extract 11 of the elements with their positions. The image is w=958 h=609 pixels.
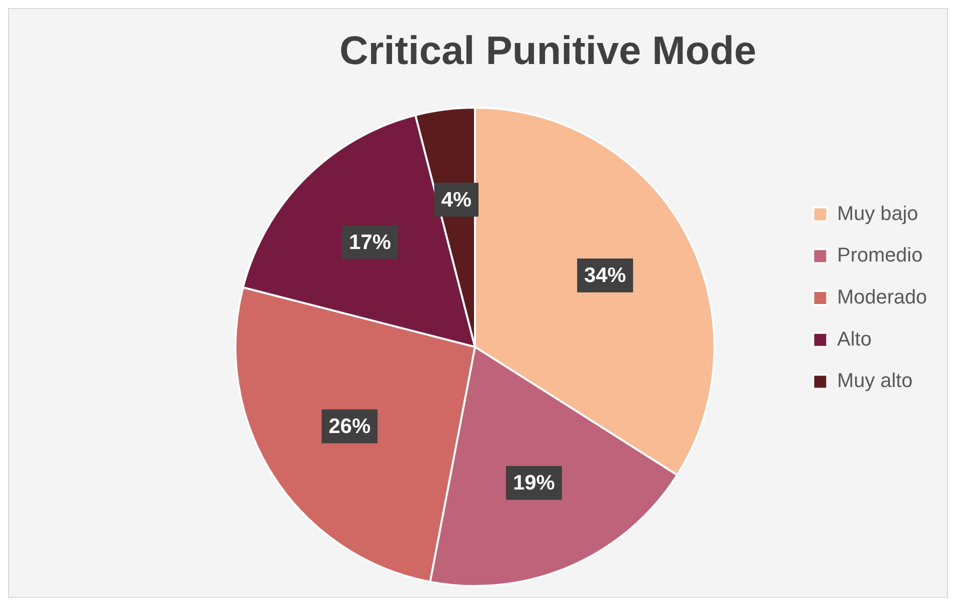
data-label: 17% (349, 230, 392, 254)
chart-title: Critical Punitive Mode (339, 28, 756, 73)
data-label: 26% (328, 415, 371, 438)
legend-label: Promedio (837, 244, 923, 267)
legend-label: Alto (837, 328, 872, 350)
data-label: 4% (441, 188, 472, 212)
legend-label: Moderado (837, 286, 928, 309)
legend-label: Muy alto (837, 370, 913, 392)
data-label: 34% (584, 264, 626, 288)
legend-label: Muy bajo (837, 202, 918, 225)
data-label: 19% (512, 472, 556, 495)
